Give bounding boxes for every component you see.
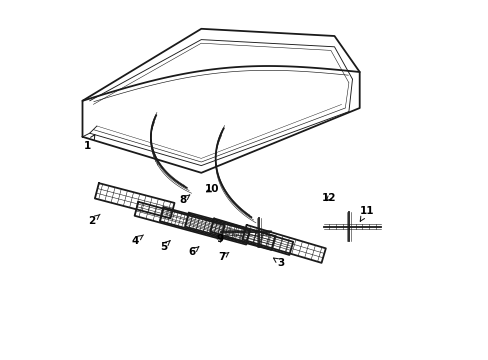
Text: 12: 12 xyxy=(321,193,336,203)
Text: 2: 2 xyxy=(88,214,100,226)
Text: 5: 5 xyxy=(160,241,170,252)
Text: 8: 8 xyxy=(179,195,189,205)
Text: 6: 6 xyxy=(188,247,199,257)
Text: 11: 11 xyxy=(359,206,373,221)
Text: 7: 7 xyxy=(218,252,228,262)
Text: 3: 3 xyxy=(273,258,284,268)
Text: 9: 9 xyxy=(216,234,223,244)
Text: 4: 4 xyxy=(131,235,143,246)
Text: 10: 10 xyxy=(204,184,219,194)
Text: 1: 1 xyxy=(84,135,95,151)
